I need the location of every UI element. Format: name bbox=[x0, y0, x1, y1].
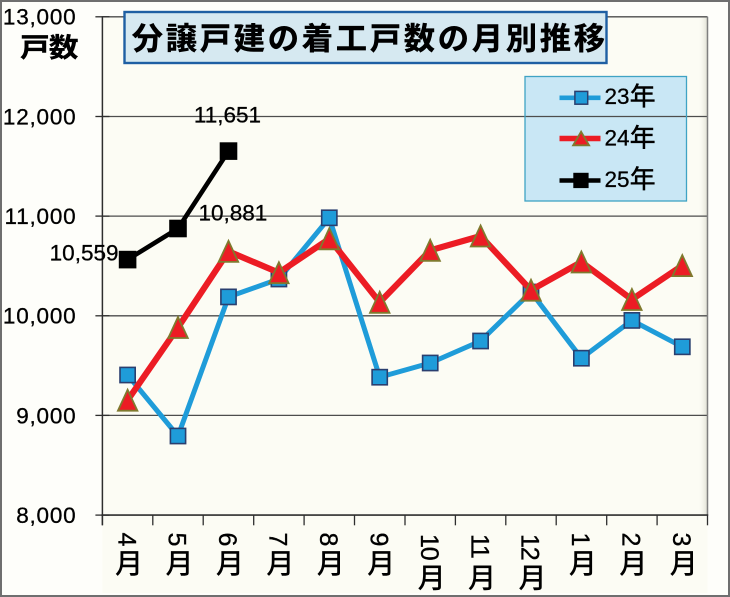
svg-text:11,000: 11,000 bbox=[5, 204, 77, 229]
svg-text:10,559: 10,559 bbox=[50, 240, 119, 265]
svg-text:3: 3 bbox=[667, 533, 695, 546]
svg-text:1: 1 bbox=[566, 533, 594, 546]
svg-text:10: 10 bbox=[415, 534, 443, 560]
svg-text:11,651: 11,651 bbox=[194, 102, 261, 127]
svg-text:13,000: 13,000 bbox=[3, 5, 77, 30]
svg-text:24: 24 bbox=[605, 126, 630, 151]
svg-text:10,881: 10,881 bbox=[199, 200, 268, 225]
svg-text:10,000: 10,000 bbox=[3, 304, 77, 329]
svg-text:12: 12 bbox=[516, 534, 544, 560]
svg-text:25: 25 bbox=[605, 167, 630, 192]
svg-text:23: 23 bbox=[605, 84, 630, 109]
svg-text:9: 9 bbox=[364, 533, 392, 546]
svg-text:9,000: 9,000 bbox=[16, 403, 76, 428]
svg-text:5: 5 bbox=[163, 533, 191, 546]
svg-text:11: 11 bbox=[465, 534, 493, 558]
svg-text:12,000: 12,000 bbox=[3, 104, 77, 129]
svg-text:7: 7 bbox=[264, 533, 292, 546]
svg-text:8,000: 8,000 bbox=[16, 503, 76, 528]
svg-text:2: 2 bbox=[617, 533, 645, 546]
svg-text:4: 4 bbox=[112, 533, 140, 547]
svg-text:6: 6 bbox=[213, 533, 241, 546]
svg-text:8: 8 bbox=[314, 533, 342, 546]
